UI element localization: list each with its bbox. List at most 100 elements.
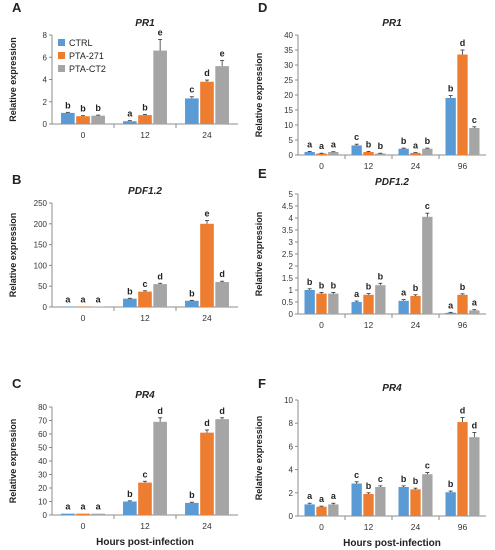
significance-letter: a <box>331 491 337 501</box>
chart-title: PR4 <box>135 390 155 401</box>
significance-letter: b <box>80 104 86 114</box>
x-tick-label: 12 <box>140 521 150 531</box>
bar-ctrl-24 <box>398 300 409 314</box>
significance-letter: d <box>460 38 466 48</box>
y-tick-label: 0 <box>43 303 48 312</box>
significance-letter: a <box>354 289 360 299</box>
significance-letter: c <box>425 461 430 471</box>
x-tick-label: 12 <box>140 130 150 140</box>
x-tick-label: 96 <box>458 522 468 532</box>
y-tick-label: 0.5 <box>282 298 294 307</box>
bar-pta-ct2-0 <box>328 293 339 314</box>
y-tick-label: 2 <box>289 489 294 498</box>
y-tick-label: 1.5 <box>282 274 294 283</box>
bar-pta-ct2-24 <box>215 66 229 124</box>
legend-label: PTA-CT2 <box>69 64 106 74</box>
significance-letter: b <box>65 100 71 110</box>
legend-swatch-pta-271 <box>58 52 65 59</box>
bar-pta-ct2-0 <box>91 306 105 308</box>
legend-label: CTRL <box>69 38 93 48</box>
y-tick-label: 0 <box>289 151 294 160</box>
significance-letter: b <box>401 136 407 146</box>
significance-letter: a <box>96 502 102 512</box>
panel-c: C PR4 0 10 20 30 40 50 60 70 80 Relative expression… <box>8 376 238 548</box>
x-tick-label: 24 <box>411 161 421 171</box>
x-tick-label: 0 <box>81 130 86 140</box>
bar-pta-ct2-96 <box>469 128 480 155</box>
y-tick-label: 50 <box>38 282 47 291</box>
panel-e: E PDF1.2 0 0.5 1 1.5 2 2.5 3 3.5 4 4.5 5 Relative exp… <box>254 166 486 330</box>
significance-letter: e <box>220 49 225 59</box>
bar-pta-ct2-0 <box>328 504 339 516</box>
y-tick-label: 150 <box>34 241 48 250</box>
bar-pta-ct2-0 <box>91 115 105 124</box>
y-tick-label: 30 <box>38 471 47 480</box>
bar-ctrl-0 <box>304 504 315 516</box>
bar-ctrl-0 <box>304 290 315 314</box>
significance-letter: b <box>319 280 325 290</box>
significance-letter: d <box>472 420 478 430</box>
bar-ctrl-0 <box>304 152 315 155</box>
y-tick-label: 4.5 <box>282 202 294 211</box>
y-tick-label: 6 <box>43 53 48 62</box>
x-tick-label: 24 <box>411 522 421 532</box>
y-tick-label: 35 <box>284 46 293 55</box>
significance-letter: a <box>96 295 102 305</box>
significance-letter: e <box>158 27 163 37</box>
significance-letter: d <box>204 418 210 428</box>
bar-ctrl-12 <box>123 298 137 307</box>
significance-letter: a <box>65 502 71 512</box>
bar-pta-ct2-12 <box>153 421 167 515</box>
significance-letter: d <box>219 269 225 279</box>
significance-letter: c <box>189 85 194 95</box>
significance-letter: a <box>80 502 86 512</box>
y-tick-label: 2 <box>289 262 294 271</box>
y-tick-label: 60 <box>38 430 47 439</box>
y-tick-label: 0 <box>43 511 48 520</box>
y-axis-label: Relative expression <box>8 419 18 504</box>
bar-pta-ct2-12 <box>375 487 386 516</box>
y-tick-label: 4 <box>289 214 294 223</box>
chart-title: PR1 <box>135 18 155 29</box>
y-axis-label: Relative expression <box>8 37 18 122</box>
y-tick-label: 8 <box>43 31 48 40</box>
bar-ctrl-0 <box>61 306 75 308</box>
significance-letter: b <box>189 288 195 298</box>
bar-pta-ct2-24 <box>422 148 433 155</box>
bar-pta-271-24 <box>200 223 214 307</box>
bar-pta-271-24 <box>410 296 421 314</box>
y-tick-label: 5 <box>289 190 294 199</box>
significance-letter: b <box>401 474 407 484</box>
bar-pta-271-12 <box>363 294 374 314</box>
x-axis-label: Hours post-infection <box>343 538 441 549</box>
y-tick-label: 0 <box>289 512 294 521</box>
y-tick-label: 100 <box>34 261 48 270</box>
significance-letter: c <box>142 279 147 289</box>
significance-letter: c <box>354 470 359 480</box>
significance-letter: a <box>331 140 337 150</box>
bar-pta-ct2-24 <box>215 419 229 515</box>
legend-swatch-pta-ct2 <box>58 65 65 72</box>
bar-ctrl-24 <box>185 98 199 124</box>
bar-pta-ct2-24 <box>215 282 229 307</box>
y-tick-label: 0 <box>43 120 48 129</box>
significance-letter: d <box>204 68 210 78</box>
significance-letter: a <box>307 491 313 501</box>
bar-pta-271-0 <box>76 513 90 515</box>
significance-letter: a <box>319 141 325 151</box>
bar-pta-ct2-12 <box>153 50 167 125</box>
panel-letter: B <box>12 172 21 187</box>
significance-letter: b <box>366 282 372 292</box>
x-tick-label: 0 <box>319 161 324 171</box>
y-tick-label: 40 <box>38 457 47 466</box>
y-tick-label: 200 <box>34 220 48 229</box>
significance-letter: a <box>307 139 313 149</box>
x-tick-label: 0 <box>81 521 86 531</box>
x-tick-label: 0 <box>319 522 324 532</box>
bar-pta-ct2-12 <box>375 153 386 155</box>
x-tick-label: 12 <box>364 522 374 532</box>
x-tick-label: 12 <box>364 320 374 330</box>
y-tick-label: 6 <box>289 442 294 451</box>
bar-pta-ct2-0 <box>91 513 105 515</box>
bar-ctrl-12 <box>123 501 137 515</box>
